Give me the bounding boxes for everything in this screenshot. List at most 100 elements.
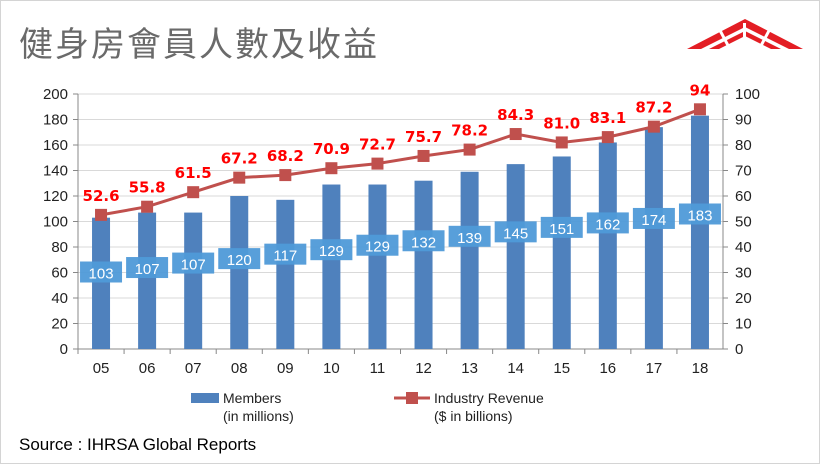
revenue-point <box>463 143 476 156</box>
y-right-tick-label: 60 <box>735 188 752 205</box>
bar-value-label: 107 <box>181 257 206 274</box>
x-tick-label: 06 <box>139 360 156 377</box>
bar-value-label: 117 <box>273 248 297 265</box>
revenue-point <box>95 208 108 221</box>
bar-members <box>230 196 249 349</box>
y-left-tick-label: 40 <box>51 290 68 307</box>
bar-value-label-bg <box>264 243 307 265</box>
y-left-tick-label: 20 <box>51 316 68 333</box>
x-tick-label: 14 <box>507 360 524 377</box>
revenue-value-label: 61.5 <box>175 164 212 182</box>
x-tick-label: 10 <box>323 360 340 377</box>
revenue-point <box>693 103 706 116</box>
y-right-tick-label: 10 <box>735 316 752 333</box>
revenue-value-label: 83.1 <box>589 109 626 127</box>
bar-value-label: 151 <box>549 221 574 238</box>
revenue-point <box>141 200 154 213</box>
legend-revenue-line2: ($ in billions) <box>434 408 513 424</box>
y-left-tick-label: 60 <box>51 265 68 282</box>
bar-value-label: 107 <box>135 261 160 278</box>
bar-value-label: 174 <box>641 212 666 229</box>
y-right-tick-label: 40 <box>735 239 752 256</box>
x-tick-label: 09 <box>277 360 294 377</box>
bar-members <box>414 180 433 349</box>
bar-value-label-bg <box>494 221 537 243</box>
y-right-tick-label: 90 <box>735 112 752 129</box>
legend-revenue-marker <box>406 392 418 404</box>
bar-members <box>598 142 617 349</box>
x-tick-label: 18 <box>692 360 709 377</box>
legend-members-swatch <box>191 393 219 403</box>
revenue-value-label: 87.2 <box>635 99 672 117</box>
y-right-tick-label: 100 <box>735 86 760 103</box>
revenue-value-label: 70.9 <box>313 140 350 158</box>
revenue-point <box>279 169 292 182</box>
y-right-tick-label: 0 <box>735 341 743 358</box>
x-tick-label: 15 <box>553 360 570 377</box>
bar-value-label-bg <box>402 230 445 252</box>
y-right-tick-label: 70 <box>735 163 752 180</box>
y-right-tick-label: 80 <box>735 137 752 154</box>
bar-members <box>690 115 709 349</box>
y-right-tick-label: 30 <box>735 265 752 282</box>
bar-members <box>322 184 341 349</box>
bar-value-label-bg <box>586 212 629 234</box>
bar-members <box>460 171 479 349</box>
bar-members <box>92 217 111 349</box>
bar-members <box>138 212 157 349</box>
x-tick-label: 12 <box>415 360 432 377</box>
bar-members <box>644 127 663 350</box>
revenue-value-label: 67.2 <box>221 150 258 168</box>
bar-value-label-bg <box>632 207 675 229</box>
bar-value-label: 129 <box>319 243 344 260</box>
revenue-value-label: 75.7 <box>405 128 442 146</box>
bar-value-label-bg <box>80 261 123 283</box>
legend-members: Members (in millions) <box>223 389 294 425</box>
bar-value-label: 162 <box>595 216 620 233</box>
revenue-value-label: 94 <box>690 81 711 99</box>
revenue-point <box>555 136 568 149</box>
y-right-tick-label: 20 <box>735 290 752 307</box>
bar-members <box>506 164 525 349</box>
bar-value-label: 129 <box>365 239 390 256</box>
brand-logo <box>687 19 803 49</box>
y-left-tick-label: 0 <box>60 341 68 358</box>
x-tick-label: 16 <box>599 360 616 377</box>
revenue-value-label: 55.8 <box>129 179 166 197</box>
revenue-value-label: 81.0 <box>543 114 580 132</box>
bar-members <box>184 212 203 349</box>
legend-members-line2: (in millions) <box>223 408 294 424</box>
bar-value-label-bg <box>356 234 399 256</box>
legend-revenue: Industry Revenue ($ in billions) <box>434 389 544 425</box>
y-right-tick-label: 50 <box>735 214 752 231</box>
bar-value-label: 132 <box>411 234 436 251</box>
legend-members-line1: Members <box>223 390 282 406</box>
bar-value-label: 145 <box>503 225 528 242</box>
x-tick-label: 11 <box>370 360 386 377</box>
bar-value-label-bg <box>172 252 215 274</box>
bar-value-label-bg <box>218 248 261 270</box>
bar-value-label-bg <box>678 203 721 225</box>
y-left-tick-label: 180 <box>43 112 68 129</box>
page-title: 健身房會員人數及收益 <box>19 25 379 65</box>
revenue-value-label: 52.6 <box>83 187 120 205</box>
y-left-tick-label: 160 <box>43 137 68 154</box>
bar-value-label-bg <box>310 239 353 261</box>
y-left-tick-label: 80 <box>51 239 68 256</box>
y-left-tick-label: 140 <box>43 163 68 180</box>
bar-value-label: 139 <box>457 230 482 247</box>
x-tick-label: 08 <box>231 360 248 377</box>
bar-members <box>368 184 387 349</box>
revenue-point <box>233 171 246 184</box>
y-left-tick-label: 120 <box>43 188 68 205</box>
revenue-point <box>647 120 660 133</box>
x-tick-label: 05 <box>93 360 110 377</box>
x-tick-label: 17 <box>646 360 663 377</box>
bar-value-label: 120 <box>227 252 252 269</box>
bar-members <box>552 156 571 349</box>
x-tick-label: 13 <box>461 360 478 377</box>
revenue-value-label: 84.3 <box>497 106 534 124</box>
bar-value-label-bg <box>540 216 583 238</box>
